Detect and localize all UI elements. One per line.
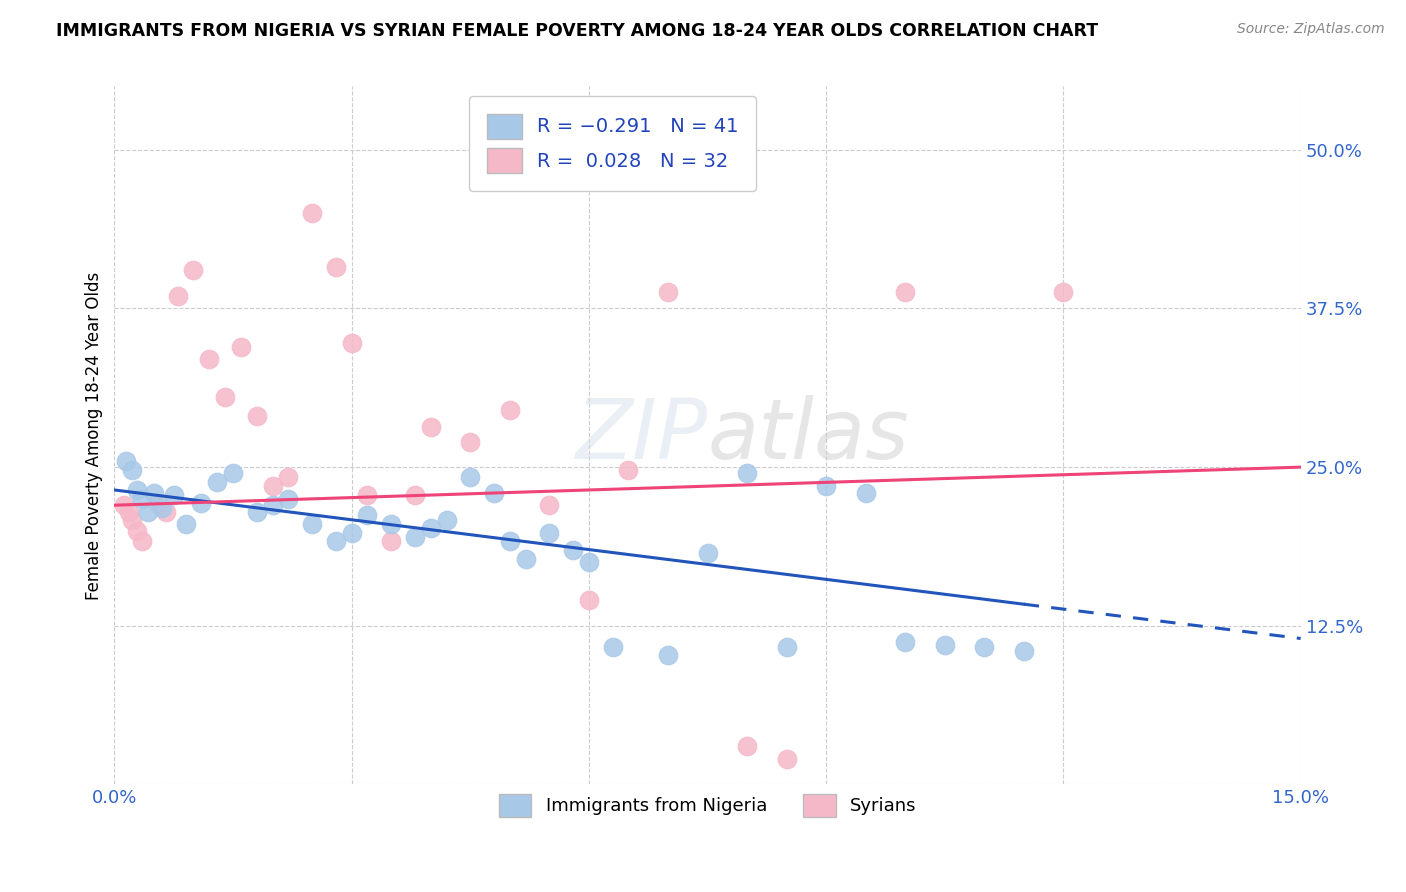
Point: [404, 488, 426, 502]
Point: [1052, 285, 1074, 299]
Point: [131, 533, 153, 548]
Point: [696, 546, 718, 560]
Point: [277, 470, 299, 484]
Point: [458, 434, 481, 449]
Point: [499, 403, 522, 417]
Point: [125, 524, 148, 538]
Point: [617, 463, 640, 477]
Point: [515, 551, 537, 566]
Text: ZIP: ZIP: [575, 395, 707, 476]
Point: [380, 517, 402, 532]
Point: [112, 498, 135, 512]
Point: [125, 483, 148, 497]
Point: [131, 491, 153, 506]
Point: [155, 504, 177, 518]
Point: [117, 504, 139, 518]
Point: [166, 289, 188, 303]
Point: [356, 508, 378, 523]
Point: [578, 593, 600, 607]
Point: [815, 479, 838, 493]
Point: [121, 463, 143, 477]
Point: [775, 752, 797, 766]
Point: [934, 638, 956, 652]
Text: IMMIGRANTS FROM NIGERIA VS SYRIAN FEMALE POVERTY AMONG 18-24 YEAR OLDS CORRELATI: IMMIGRANTS FROM NIGERIA VS SYRIAN FEMALE…: [56, 22, 1098, 40]
Point: [404, 530, 426, 544]
Point: [855, 485, 877, 500]
Point: [436, 513, 458, 527]
Point: [136, 504, 159, 518]
Point: [325, 260, 347, 274]
Point: [198, 352, 221, 367]
Text: Source: ZipAtlas.com: Source: ZipAtlas.com: [1237, 22, 1385, 37]
Point: [205, 475, 228, 490]
Point: [174, 517, 197, 532]
Y-axis label: Female Poverty Among 18-24 Year Olds: Female Poverty Among 18-24 Year Olds: [86, 271, 103, 599]
Point: [246, 504, 269, 518]
Point: [115, 454, 138, 468]
Point: [1012, 644, 1035, 658]
Point: [142, 485, 165, 500]
Point: [301, 206, 323, 220]
Point: [894, 285, 917, 299]
Point: [538, 526, 561, 541]
Point: [499, 533, 522, 548]
Point: [301, 517, 323, 532]
Point: [190, 496, 212, 510]
Point: [150, 500, 173, 515]
Point: [657, 285, 679, 299]
Point: [183, 263, 205, 277]
Point: [262, 479, 284, 493]
Point: [538, 498, 561, 512]
Point: [973, 640, 995, 655]
Point: [458, 470, 481, 484]
Point: [340, 335, 363, 350]
Point: [325, 533, 347, 548]
Point: [894, 635, 917, 649]
Point: [578, 555, 600, 569]
Point: [419, 521, 441, 535]
Point: [222, 467, 245, 481]
Point: [163, 488, 186, 502]
Point: [657, 648, 679, 662]
Point: [277, 491, 299, 506]
Point: [419, 419, 441, 434]
Point: [262, 498, 284, 512]
Text: atlas: atlas: [707, 395, 910, 476]
Point: [380, 533, 402, 548]
Point: [121, 513, 143, 527]
Point: [602, 640, 624, 655]
Point: [214, 390, 236, 404]
Point: [735, 739, 758, 754]
Point: [562, 542, 585, 557]
Legend: Immigrants from Nigeria, Syrians: Immigrants from Nigeria, Syrians: [491, 787, 924, 824]
Point: [340, 526, 363, 541]
Point: [246, 409, 269, 424]
Point: [482, 485, 505, 500]
Point: [735, 467, 758, 481]
Point: [146, 496, 169, 510]
Point: [775, 640, 797, 655]
Point: [356, 488, 378, 502]
Point: [229, 340, 252, 354]
